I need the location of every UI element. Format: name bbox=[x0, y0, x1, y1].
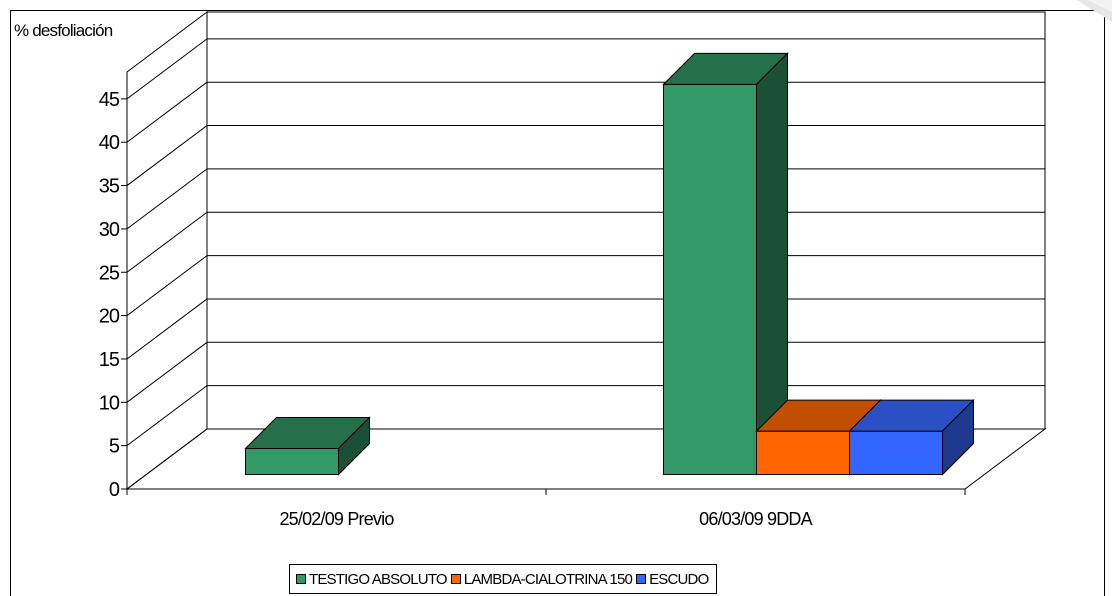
category-label: 25/02/09 Previo bbox=[279, 509, 394, 529]
bars bbox=[244, 52, 975, 476]
y-axis-label: % desfoliación bbox=[14, 21, 113, 40]
gridline-side bbox=[126, 385, 208, 447]
bar bbox=[662, 52, 789, 476]
legend-label: ESCUDO bbox=[649, 570, 709, 588]
gridline-side bbox=[126, 38, 208, 100]
bar bbox=[244, 416, 371, 476]
gridline-side bbox=[126, 298, 208, 360]
y-tick-label: 15 bbox=[99, 349, 120, 371]
gridline-side bbox=[126, 125, 208, 186]
y-tick-label: 25 bbox=[99, 262, 120, 284]
bar bbox=[848, 398, 975, 476]
legend: TESTIGO ABSOLUTO LAMBDA-CIALOTRINA 150 ESC… bbox=[289, 564, 718, 594]
category-label: 06/03/09 9DDA bbox=[699, 509, 812, 529]
side-wall bbox=[126, 11, 208, 490]
y-tick-label: 10 bbox=[99, 392, 120, 414]
legend-swatch bbox=[450, 574, 461, 584]
legend-label: TESTIGO ABSOLUTO bbox=[309, 570, 448, 588]
legend-label: LAMBDA-CIALOTRINA 150 bbox=[463, 570, 633, 588]
y-tick-label: 45 bbox=[99, 89, 120, 111]
category-labels: 25/02/09 Previo 06/03/09 9DDA bbox=[279, 509, 813, 529]
y-tick-labels: 0 5 10 15 20 25 30 35 40 45 bbox=[99, 89, 121, 501]
gridline-side bbox=[126, 81, 208, 143]
gridline-side bbox=[126, 341, 208, 403]
axes bbox=[121, 98, 966, 495]
chart-frame bbox=[10, 10, 1105, 596]
corner-decoration bbox=[1077, 0, 1112, 22]
gridline-side bbox=[126, 255, 208, 317]
y-tick-label: 40 bbox=[99, 132, 120, 154]
legend-swatch bbox=[636, 574, 647, 584]
legend-swatch bbox=[296, 574, 306, 584]
y-tick-label: 30 bbox=[99, 219, 120, 241]
legend-item: TESTIGO ABSOLUTO bbox=[296, 570, 448, 588]
legend-item: ESCUDO bbox=[636, 570, 709, 588]
back-wall bbox=[206, 11, 1046, 430]
y-tick-label: 5 bbox=[109, 436, 120, 458]
legend-item: LAMBDA-CIALOTRINA 150 bbox=[450, 570, 633, 588]
gridline-side bbox=[126, 168, 208, 230]
gridline-side bbox=[126, 211, 208, 273]
y-tick-label: 0 bbox=[109, 479, 120, 501]
gridlines bbox=[126, 38, 1045, 447]
y-tick-label: 35 bbox=[99, 176, 120, 198]
y-tick-label: 20 bbox=[99, 306, 120, 328]
